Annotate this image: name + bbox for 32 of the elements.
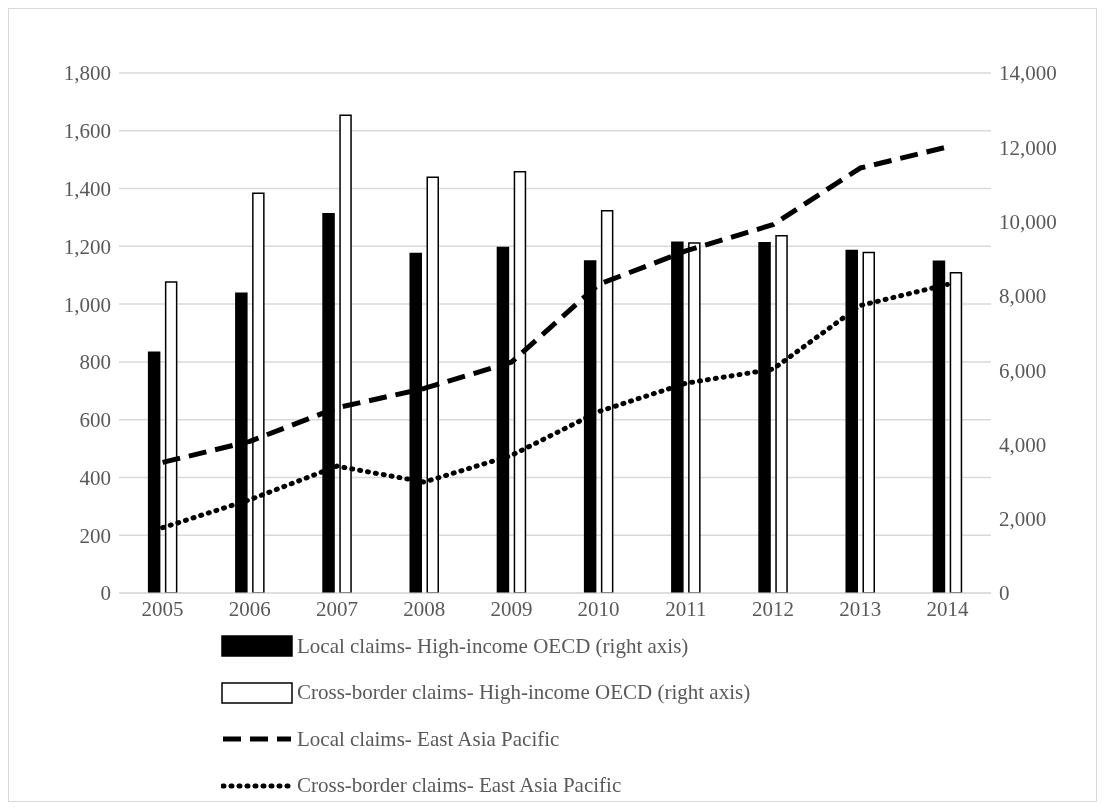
x-tick-label: 2008 xyxy=(403,596,446,621)
x-tick-label: 2011 xyxy=(665,596,707,621)
y-tick-label: 1,600 xyxy=(63,119,111,144)
x-tick-label: 2014 xyxy=(926,596,969,621)
y-tick-label: 800 xyxy=(79,350,111,375)
y-tick-label: 200 xyxy=(79,523,111,548)
legend-label: Cross-border claims- East Asia Pacific xyxy=(297,773,622,799)
y2-tick-label: 0 xyxy=(999,581,1010,606)
y2-tick-label: 8,000 xyxy=(999,284,1047,309)
y2-tick-label: 12,000 xyxy=(999,135,1057,160)
x-tick-label: 2012 xyxy=(752,596,794,621)
x-tick-label: 2013 xyxy=(839,596,882,621)
y-tick-label: 0 xyxy=(100,581,111,606)
y-tick-label: 600 xyxy=(79,408,111,433)
legend-label: Local claims- East Asia Pacific xyxy=(297,726,560,752)
legend-label: Cross-border claims- High-income OECD (right axis) xyxy=(297,680,751,706)
y2-tick-label: 10,000 xyxy=(999,210,1057,235)
x-tick-label: 2005 xyxy=(141,596,184,621)
y2-tick-label: 2,000 xyxy=(999,507,1047,532)
x-tick-label: 2010 xyxy=(577,596,620,621)
y2-tick-label: 4,000 xyxy=(999,432,1047,457)
x-tick-label: 2007 xyxy=(316,596,358,621)
y-tick-label: 400 xyxy=(79,465,111,490)
y2-tick-label: 6,000 xyxy=(999,358,1047,383)
y-tick-label: 1,400 xyxy=(63,177,111,202)
y-tick-label: 1,200 xyxy=(63,234,111,259)
y-tick-label: 1,800 xyxy=(63,61,111,86)
x-tick-label: 2006 xyxy=(228,596,271,621)
y-tick-label: 1,000 xyxy=(63,292,111,317)
y2-tick-label: 14,000 xyxy=(999,61,1057,86)
legend-label: Local claims- High-income OECD (right axis) xyxy=(297,633,689,659)
x-tick-label: 2009 xyxy=(490,596,533,621)
